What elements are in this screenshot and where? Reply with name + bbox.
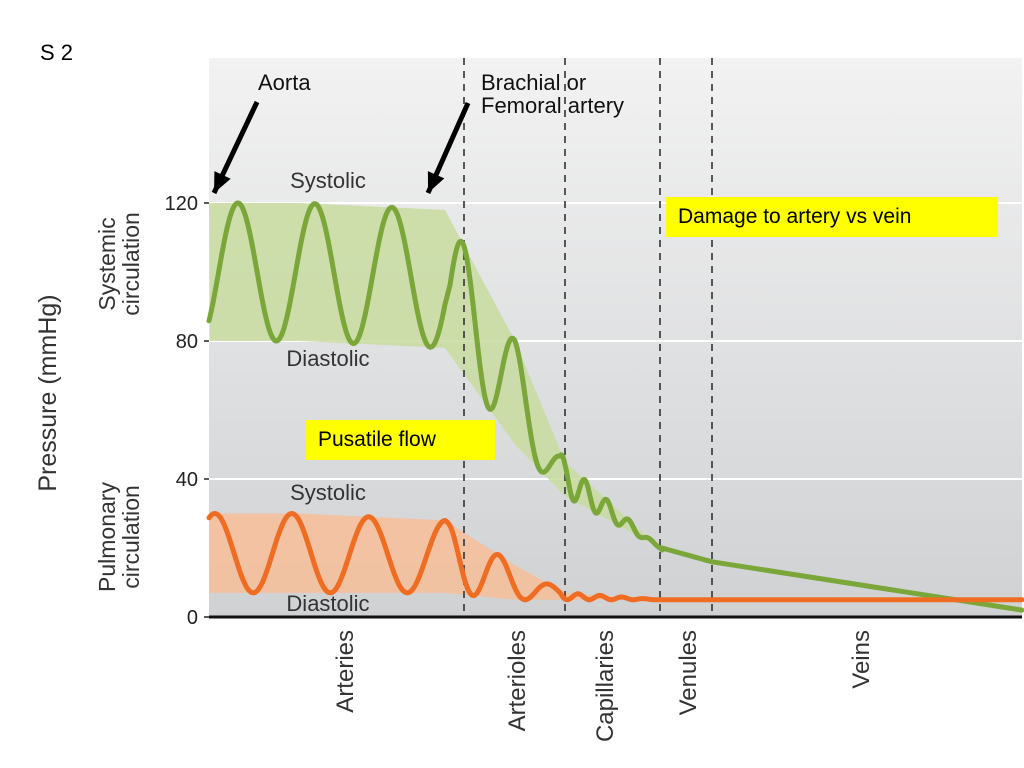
pulmonary-group-label: Pulmonarycirculation [94, 482, 144, 592]
y-tick-label-120: 120 [165, 193, 198, 215]
y-tick-label-0: 0 [187, 607, 198, 629]
slide-label: S 2 [40, 40, 74, 65]
category-label-veins: Veins [848, 630, 875, 689]
category-label-capillaries: Capillaries [592, 630, 619, 742]
aorta-arrow-head [214, 171, 231, 193]
pulsatile-flow-note: Pusatile flow [306, 420, 495, 460]
systemic-group-label: Systemiccirculation [94, 212, 144, 316]
aorta-label: Aorta [258, 70, 311, 95]
systolic-systemic-label: Systolic [290, 168, 366, 193]
brachial-femoral-label: Brachial or Femoral artery [481, 70, 624, 118]
systemic-pressure-band [209, 203, 668, 556]
diastolic-pulmonary-label: Diastolic [286, 591, 369, 616]
category-label-arterioles: Arterioles [504, 630, 531, 731]
y-axis-title: Pressure (mmHg) [34, 294, 62, 491]
category-label-arteries: Arteries [332, 630, 359, 713]
damage-note: Damage to artery vs vein [666, 197, 998, 237]
systolic-pulmonary-label: Systolic [290, 480, 366, 505]
y-tick-label-80: 80 [176, 331, 198, 353]
systemic-pressure-line [206, 200, 1024, 613]
pulmonary-pressure-line [206, 511, 1024, 603]
diastolic-systemic-label: Diastolic [286, 346, 369, 371]
category-label-venules: Venules [675, 630, 702, 715]
pulmonary-pressure-band [209, 513, 665, 600]
y-tick-label-40: 40 [176, 469, 198, 491]
brachial-arrow-head [427, 171, 445, 193]
